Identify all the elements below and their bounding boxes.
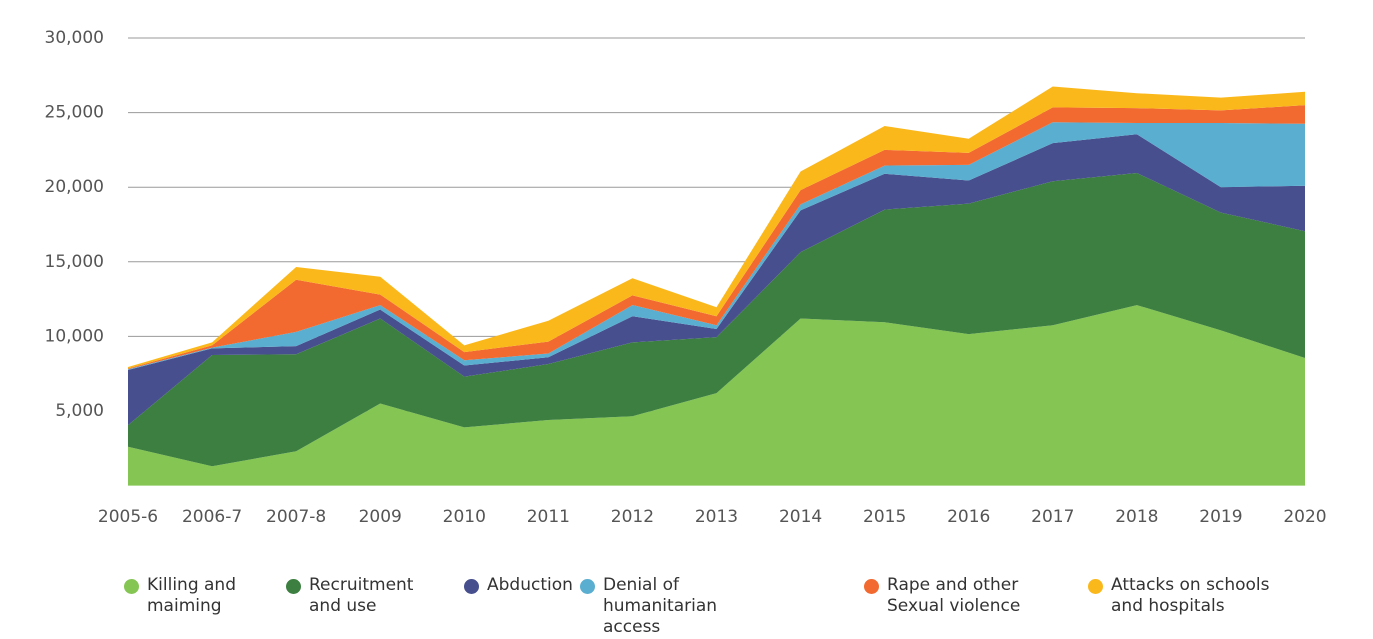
x-tick-label: 2012 xyxy=(611,507,654,527)
x-tick-label: 2018 xyxy=(1115,507,1158,527)
x-tick-label: 2019 xyxy=(1199,507,1242,527)
legend-swatch xyxy=(1088,579,1103,594)
legend-item: Abduction xyxy=(464,575,597,596)
area xyxy=(128,105,1305,370)
x-tick-label: 2020 xyxy=(1283,507,1326,527)
x-tick-label: 2009 xyxy=(359,507,402,527)
area xyxy=(128,86,1305,369)
legend-label: Denial of humanitarian access xyxy=(603,575,718,637)
legend-item: Attacks on schools and hospitals xyxy=(1088,575,1291,617)
x-tick-label: 2013 xyxy=(695,507,738,527)
chart: 5,000 10,000 15,000 20,000 25,000 30,000 2005-… xyxy=(45,28,1327,527)
legend-item: Rape and other Sexual violence xyxy=(864,575,1027,617)
x-tick-label: 2005-6 xyxy=(98,507,158,527)
legend-swatch xyxy=(124,579,139,594)
x-tick-label: 2007-8 xyxy=(266,507,326,527)
x-tick-label: 2006-7 xyxy=(182,507,242,527)
area xyxy=(128,173,1305,467)
legend: Killing and maiming Recruitment and use Ab… xyxy=(0,575,1373,638)
x-tick-label: 2011 xyxy=(527,507,570,527)
legend-label: Killing and maiming xyxy=(147,575,236,616)
y-tick-label: 15,000 xyxy=(45,252,104,272)
legend-swatch xyxy=(464,579,479,594)
legend-label: Recruitment and use xyxy=(309,575,414,616)
legend-label: Abduction xyxy=(487,575,573,595)
y-tick-label: 10,000 xyxy=(45,326,104,346)
x-tick-label: 2017 xyxy=(1031,507,1074,527)
y-tick-label: 5,000 xyxy=(55,401,104,421)
x-tick-label: 2014 xyxy=(779,507,822,527)
y-tick-label: 30,000 xyxy=(45,28,104,48)
legend-item: Killing and maiming xyxy=(124,575,247,617)
legend-item: Denial of humanitarian access xyxy=(580,575,768,638)
legend-label: Rape and other Sexual violence xyxy=(887,575,1021,616)
legend-swatch xyxy=(864,579,879,594)
legend-swatch xyxy=(286,579,301,594)
y-tick-label: 20,000 xyxy=(45,177,104,197)
x-tick-label: 2010 xyxy=(443,507,486,527)
y-tick-label: 25,000 xyxy=(45,103,104,123)
x-tick-label: 2015 xyxy=(863,507,906,527)
area xyxy=(128,122,1305,370)
legend-swatch xyxy=(580,579,595,594)
x-tick-label: 2016 xyxy=(947,507,990,527)
legend-item: Recruitment and use xyxy=(286,575,424,617)
area xyxy=(128,305,1305,486)
legend-label: Attacks on schools and hospitals xyxy=(1111,575,1270,616)
